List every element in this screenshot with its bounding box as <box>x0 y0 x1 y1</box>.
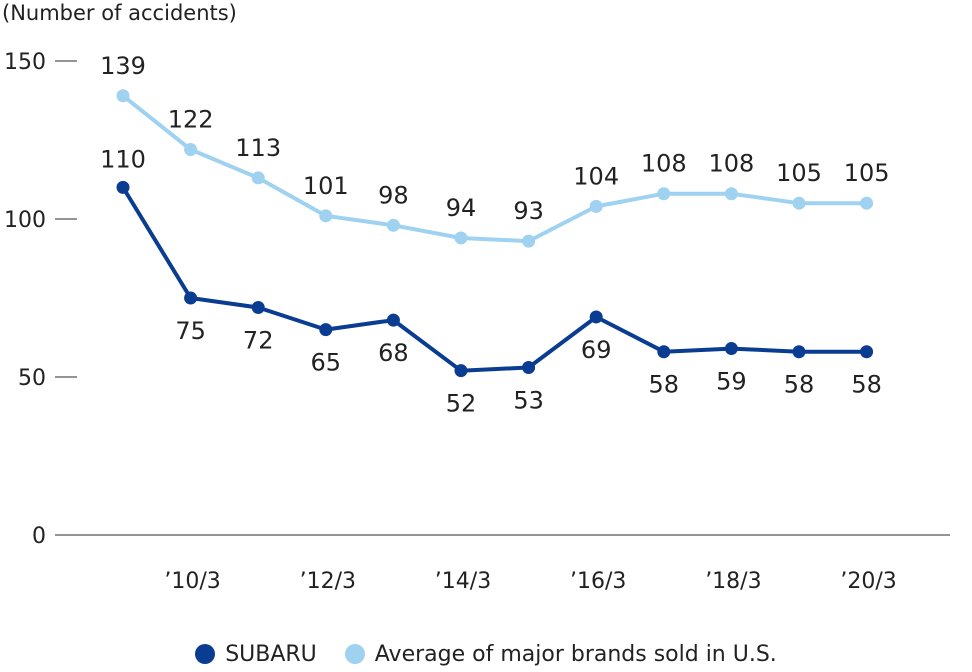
data-point-average <box>522 234 536 248</box>
legend-label-subaru: SUBARU <box>225 641 317 667</box>
data-label-subaru: 72 <box>243 326 274 354</box>
data-labels: 110 75 72 65 68 52 53 69 58 59 58 58 139 122 113 101 98 9… <box>100 52 889 418</box>
x-tick-label: ’16/3 <box>570 569 626 594</box>
y-tick-label: 100 <box>4 208 46 233</box>
data-point-average <box>319 209 333 223</box>
data-point-subaru <box>724 342 738 356</box>
line-chart: (Number of accidents) 0 50 100 150 ’10/3 ’12/… <box>2 1 950 594</box>
data-label-average: 108 <box>641 150 687 178</box>
data-point-subaru <box>860 345 874 359</box>
x-tick-label: ’20/3 <box>840 569 896 594</box>
data-label-average: 139 <box>100 52 146 80</box>
y-tick-label: 50 <box>18 366 46 391</box>
series-line-subaru <box>121 185 869 373</box>
series-points <box>116 89 874 378</box>
data-label-subaru: 68 <box>378 339 409 367</box>
data-point-subaru <box>657 345 671 359</box>
y-tick-label: 0 <box>32 524 46 549</box>
data-label-subaru: 53 <box>513 387 544 415</box>
data-point-average <box>792 196 806 210</box>
data-point-average <box>657 187 671 201</box>
y-axis-label: (Number of accidents) <box>2 1 237 25</box>
data-point-average <box>724 187 738 201</box>
data-point-subaru <box>319 323 333 337</box>
data-label-average: 105 <box>844 159 890 187</box>
legend: SUBARU Average of major brands sold in U… <box>0 636 972 672</box>
series-line-average <box>121 93 869 244</box>
data-label-subaru: 59 <box>716 368 747 396</box>
legend-marker-subaru <box>195 644 216 664</box>
data-label-subaru: 58 <box>784 371 815 399</box>
y-tick-label: 150 <box>4 50 46 75</box>
data-label-subaru: 52 <box>446 390 477 418</box>
data-point-average <box>860 196 874 210</box>
data-point-subaru <box>386 313 400 327</box>
data-label-average: 98 <box>378 181 409 209</box>
legend-marker-average <box>344 644 365 664</box>
x-tick-label: ’12/3 <box>300 569 356 594</box>
data-label-subaru: 110 <box>100 145 146 173</box>
data-point-average <box>116 89 130 103</box>
data-point-average <box>251 171 265 185</box>
axes: 0 50 100 150 ’10/3 ’12/3 ’14/3 ’16/3 ’18/3 ’20/3 <box>4 50 950 594</box>
data-point-subaru <box>589 310 603 324</box>
data-label-average: 113 <box>235 134 281 162</box>
data-point-subaru <box>792 345 806 359</box>
data-label-subaru: 58 <box>851 371 882 399</box>
x-tick-label: ’14/3 <box>435 569 491 594</box>
legend-item-average: Average of major brands sold in U.S. <box>344 641 777 667</box>
series-lines <box>121 93 869 373</box>
x-tick-label: ’10/3 <box>164 569 220 594</box>
data-label-average: 101 <box>303 172 349 200</box>
data-point-average <box>589 199 603 213</box>
data-label-average: 108 <box>708 150 754 178</box>
data-label-average: 105 <box>776 159 822 187</box>
data-label-subaru: 75 <box>175 317 206 345</box>
data-point-subaru <box>184 291 198 305</box>
data-label-subaru: 69 <box>581 336 612 364</box>
x-tick-label: ’18/3 <box>705 569 761 594</box>
data-point-average <box>386 218 400 232</box>
data-label-subaru: 65 <box>311 349 342 377</box>
legend-item-subaru: SUBARU <box>195 642 317 667</box>
data-label-subaru: 58 <box>649 371 680 399</box>
data-point-average <box>184 142 198 156</box>
data-point-subaru <box>251 300 265 314</box>
data-label-average: 94 <box>446 194 477 222</box>
data-label-average: 104 <box>573 162 619 190</box>
data-point-subaru <box>116 180 130 194</box>
data-label-average: 93 <box>513 197 544 225</box>
data-point-average <box>454 231 468 245</box>
legend-label-average: Average of major brands sold in U.S. <box>374 641 777 667</box>
data-label-average: 122 <box>168 105 214 133</box>
data-point-subaru <box>522 361 536 375</box>
data-point-subaru <box>454 364 468 378</box>
